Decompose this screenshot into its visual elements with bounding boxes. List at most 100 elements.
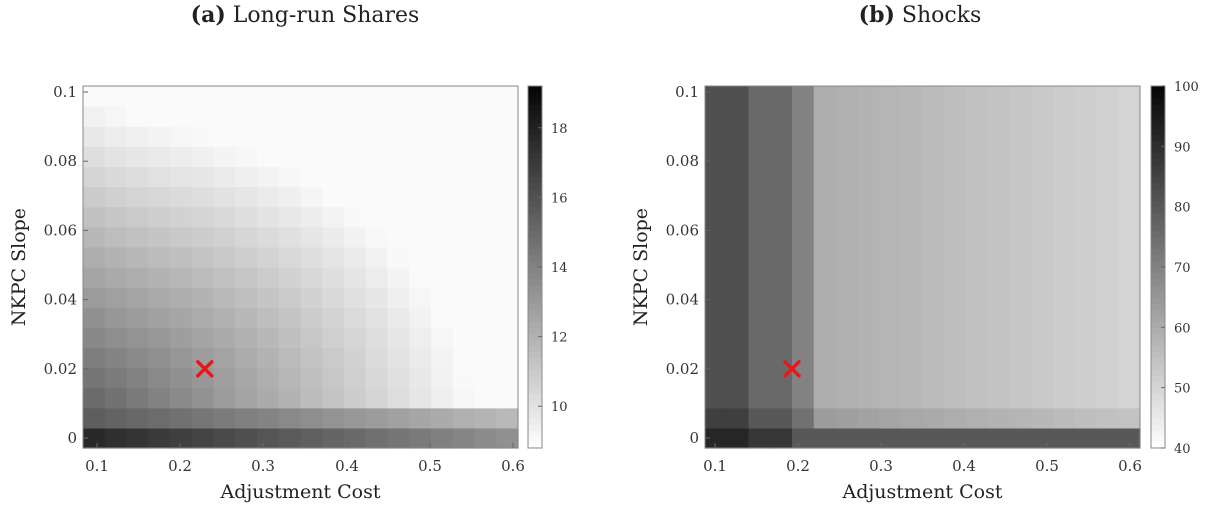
heatmap-cell xyxy=(452,86,476,107)
heatmap-cell xyxy=(278,367,302,389)
heatmap-cell xyxy=(879,427,902,449)
heatmap-cell xyxy=(726,327,750,349)
colorbar-tick-label: 18 xyxy=(551,122,568,137)
heatmap-cell xyxy=(278,186,302,208)
heatmap-cell xyxy=(257,86,280,107)
heatmap-cell xyxy=(922,327,945,349)
heatmap-cell xyxy=(409,86,432,107)
heatmap-cell xyxy=(1009,186,1032,208)
colorbar-segment xyxy=(528,98,542,105)
heatmap-cell xyxy=(344,327,367,349)
heatmap-cell xyxy=(300,307,323,328)
heatmap-cell xyxy=(792,166,815,188)
colorbar-segment xyxy=(1151,429,1165,437)
heatmap-cell xyxy=(474,347,497,369)
heatmap-cell xyxy=(496,387,519,409)
heatmap-cell xyxy=(987,126,1011,147)
heatmap-cell xyxy=(770,327,793,349)
heatmap-cell xyxy=(813,226,837,248)
heatmap-cell xyxy=(1031,287,1054,308)
heatmap-cell xyxy=(770,146,793,168)
heatmap-cell xyxy=(748,226,771,248)
heatmap-cell xyxy=(835,327,858,349)
y-tick-label: 0 xyxy=(689,429,699,447)
colorbar-segment xyxy=(528,423,542,431)
heatmap-cell xyxy=(126,146,149,168)
y-tick-label: 0.1 xyxy=(675,83,699,101)
heatmap-cell xyxy=(748,287,771,308)
heatmap-cell xyxy=(900,427,924,449)
heatmap-cell xyxy=(213,86,236,107)
x-tick-label: 0.2 xyxy=(168,457,192,475)
heatmap-cell xyxy=(148,146,171,168)
heatmap-cell xyxy=(1118,367,1141,389)
heatmap-cell xyxy=(966,367,989,389)
heatmap-cell xyxy=(235,427,258,449)
heatmap-cell xyxy=(987,146,1011,168)
colorbar-segment xyxy=(528,158,542,166)
heatmap-cell xyxy=(257,427,280,449)
heatmap-cell xyxy=(879,287,902,308)
heatmap-cell xyxy=(191,387,215,409)
x-tick-label: 0.1 xyxy=(85,457,109,475)
heatmap-cell xyxy=(83,86,106,107)
heatmap-cell xyxy=(431,347,454,369)
heatmap-cell xyxy=(922,186,945,208)
heatmap-cell xyxy=(705,387,728,409)
heatmap-cell xyxy=(213,287,236,308)
heatmap-cell xyxy=(835,427,858,449)
heatmap-cell xyxy=(1009,146,1032,168)
colorbar-segment xyxy=(1151,146,1165,153)
heatmap-cell xyxy=(966,166,989,188)
heatmap-cell xyxy=(705,146,728,168)
heatmap-cell xyxy=(257,126,280,147)
heatmap-cell xyxy=(191,327,215,349)
heatmap-cell xyxy=(344,166,367,188)
heatmap-cell xyxy=(813,146,837,168)
heatmap-cell xyxy=(879,86,902,107)
colorbar-segment xyxy=(1151,188,1165,196)
colorbar-segment xyxy=(1151,242,1165,250)
heatmap-cell xyxy=(705,367,728,389)
heatmap-cell xyxy=(1074,427,1098,449)
heatmap-cell xyxy=(278,246,302,268)
heatmap-cell xyxy=(944,226,967,248)
heatmap-cell xyxy=(879,267,902,288)
heatmap-cell xyxy=(705,327,728,349)
heatmap-cell xyxy=(496,287,519,308)
heatmap-cell xyxy=(409,166,432,188)
heatmap-cell xyxy=(409,186,432,208)
heatmap-cell xyxy=(987,387,1011,409)
heatmap-cell xyxy=(900,206,924,228)
heatmap-cell xyxy=(148,166,171,188)
heatmap-cell xyxy=(365,267,389,288)
colorbar-segment xyxy=(1151,435,1165,443)
heatmap-cell xyxy=(770,246,793,268)
colorbar-segment xyxy=(528,152,542,159)
colorbar-segment xyxy=(528,200,542,208)
heatmap-cell xyxy=(857,327,880,349)
heatmap-cell xyxy=(104,86,128,107)
heatmap-cell xyxy=(770,226,793,248)
heatmap-cell xyxy=(792,106,815,127)
heatmap-cell xyxy=(278,126,302,147)
heatmap-cell xyxy=(1074,246,1098,268)
heatmap-cell xyxy=(452,387,476,409)
heatmap-cell xyxy=(1053,427,1076,449)
heatmap-cell xyxy=(770,106,793,127)
y-tick-label: 0.1 xyxy=(53,83,77,101)
heatmap-cell xyxy=(83,307,106,328)
heatmap-cell xyxy=(496,347,519,369)
heatmap-cell xyxy=(300,226,323,248)
heatmap-cell xyxy=(387,146,410,168)
heatmap-cell xyxy=(431,246,454,268)
heatmap-cell xyxy=(496,146,519,168)
colorbar-segment xyxy=(1151,423,1165,431)
colorbar-segment xyxy=(528,212,542,220)
heatmap-cell xyxy=(1031,327,1054,349)
heatmap-cell xyxy=(191,146,215,168)
heatmap-cell xyxy=(235,347,258,369)
colorbar: 40 50 60 70 80 90 100 xyxy=(1150,80,1199,457)
heatmap-cell xyxy=(83,267,106,288)
heatmap-cell xyxy=(1053,327,1076,349)
